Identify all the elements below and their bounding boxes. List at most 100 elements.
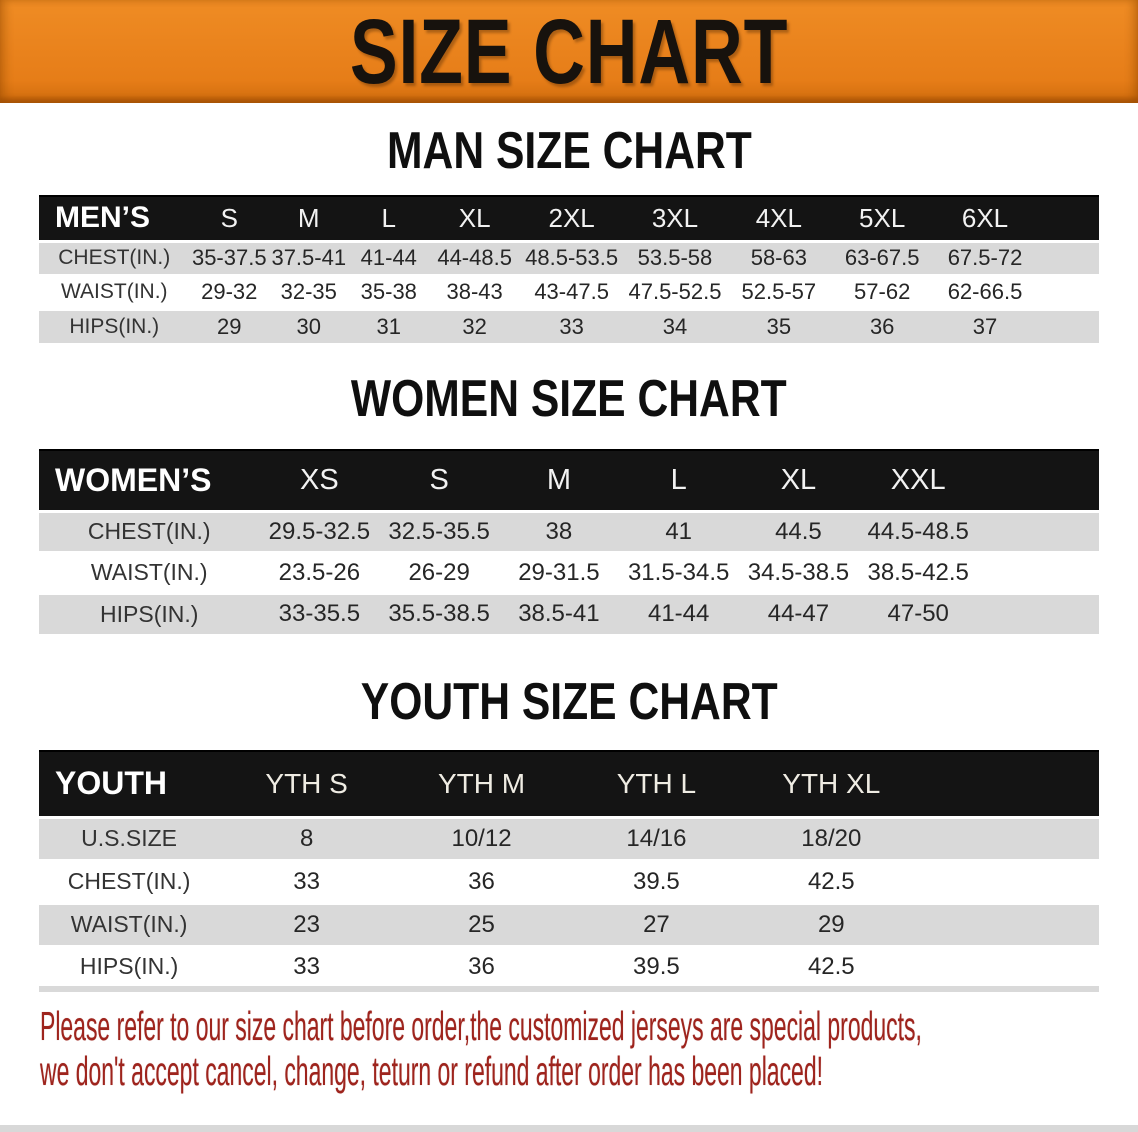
size-column-header: XXL [858, 449, 979, 511]
measurement-row: CHEST(IN.) 33 36 39.5 42.5 [39, 860, 1099, 903]
men-section-heading-text: MAN SIZE CHART [386, 122, 752, 180]
size-column-header: 2XL [520, 195, 624, 241]
men-size-table: MEN’S S M L XL 2XL 3XL 4XL 5XL 6XL CHEST(IN.) 35-37… [39, 195, 1099, 343]
size-value-cell: 29 [817, 910, 845, 938]
spacer-cell [1036, 195, 1099, 241]
size-value-cell: 25 [468, 910, 495, 938]
size-value-cell: 33 [293, 952, 320, 980]
size-column-header: L [348, 195, 430, 241]
size-column-header: YTH S [219, 750, 395, 817]
measurement-row: CHEST(IN.) 35-37.5 37.5-41 41-44 44-48.5 48.5… [39, 241, 1099, 275]
size-value-cell: 36 [468, 952, 495, 980]
measurement-row: HIPS(IN.) 33 36 39.5 42.5 [39, 946, 1099, 989]
measurement-row: HIPS(IN.) 29 30 31 32 33 34 35 36 37 [39, 309, 1099, 343]
size-value-cell: 41 [665, 517, 693, 545]
size-value-cell: 35 [766, 313, 792, 339]
size-value-cell: 38.5-42.5 [867, 558, 969, 586]
size-value-cell: 48.5-53.5 [525, 245, 619, 270]
size-value-cell: 30 [296, 313, 321, 339]
spacer-cell [1036, 309, 1099, 343]
spacer-cell [919, 946, 1099, 989]
size-value-cell: 44.5-48.5 [867, 517, 969, 545]
measurement-row: WAIST(IN.) 23.5-26 26-29 29-31.5 31.5-34.5 34… [39, 552, 1099, 593]
size-value-cell: 23 [293, 910, 320, 938]
row-label: CHEST(IN.) [67, 868, 191, 894]
row-label: WAIST(IN.) [90, 559, 208, 585]
size-column-header: S [189, 195, 270, 241]
men-header-row: MEN’S S M L XL 2XL 3XL 4XL 5XL 6XL [39, 195, 1099, 241]
size-value-cell: 43-47.5 [534, 279, 609, 304]
size-value-cell: 33-35.5 [278, 600, 361, 628]
size-value-cell: 34.5-38.5 [747, 558, 850, 586]
size-value-cell: 14/16 [626, 824, 687, 852]
men-section-heading: MAN SIZE CHART [0, 103, 1138, 177]
row-label: HIPS(IN.) [100, 600, 199, 627]
size-value-cell: 38.5-41 [518, 600, 600, 628]
size-value-cell: 36 [468, 867, 495, 895]
measurement-row: WAIST(IN.) 23 25 27 29 [39, 903, 1099, 946]
spacer-cell [919, 860, 1099, 903]
spacer-cell [978, 511, 1099, 552]
size-value-cell: 44.5 [775, 517, 822, 545]
spacer-cell [978, 449, 1099, 511]
youth-section-heading: YOUTH SIZE CHART [0, 634, 1138, 728]
size-column-header: L [618, 449, 739, 511]
size-value-cell: 39.5 [633, 952, 680, 980]
size-value-cell: 58-63 [750, 245, 807, 270]
size-value-cell: 63-67.5 [844, 245, 920, 270]
size-column-header: S [379, 449, 500, 511]
size-value-cell: 37.5-41 [271, 245, 347, 270]
size-column-header: YTH M [394, 750, 569, 817]
size-value-cell: 44-47 [767, 600, 830, 628]
size-value-cell: 57-62 [854, 279, 911, 304]
row-label: WAIST(IN.) [70, 911, 188, 937]
youth-group-label: YOUTH [39, 750, 220, 817]
size-value-cell: 10/12 [451, 824, 512, 852]
spacer-cell [918, 750, 1099, 817]
women-header-row: WOMEN’S XS S M L XL XXL [39, 449, 1099, 511]
women-group-label: WOMEN’S [39, 449, 260, 511]
youth-header-row: YOUTH YTH S YTH M YTH L YTH XL [39, 750, 1099, 817]
size-value-cell: 38-43 [446, 279, 503, 304]
size-value-cell: 47.5-52.5 [628, 279, 722, 304]
size-column-header: YTH L [568, 750, 744, 817]
banner-title: SIZE CHART [349, 0, 789, 103]
size-value-cell: 42.5 [807, 867, 855, 895]
spacer-cell [919, 903, 1099, 946]
size-column-header: M [499, 449, 619, 511]
row-label: HIPS(IN.) [79, 953, 179, 980]
row-label: U.S.SIZE [81, 825, 178, 851]
size-column-header: XS [259, 449, 380, 511]
bottom-divider [0, 1125, 1138, 1132]
size-value-cell: 33 [559, 313, 584, 339]
size-value-cell: 29 [217, 313, 242, 339]
size-value-cell: 29.5-32.5 [268, 517, 371, 545]
size-value-cell: 36 [869, 313, 895, 339]
size-value-cell: 39.5 [633, 867, 680, 895]
size-chart-banner: SIZE CHART [0, 0, 1138, 103]
size-value-cell: 35-37.5 [191, 245, 267, 270]
size-value-cell: 47-50 [887, 600, 949, 628]
size-column-header: YTH XL [743, 750, 919, 817]
size-column-header: 5XL [830, 195, 934, 241]
size-value-cell: 18/20 [801, 824, 862, 852]
women-section-heading: WOMEN SIZE CHART [0, 343, 1138, 425]
size-column-header: XL [429, 195, 521, 241]
spacer-cell [919, 817, 1099, 860]
size-value-cell: 52.5-57 [741, 279, 817, 304]
size-column-header: 3XL [623, 195, 727, 241]
women-section-heading-text: WOMEN SIZE CHART [351, 370, 787, 428]
women-size-table: WOMEN’S XS S M L XL XXL CHEST(IN.) 29.5-32.5 32.5… [39, 449, 1099, 634]
size-value-cell: 35-38 [360, 279, 417, 304]
size-value-cell: 44-48.5 [437, 245, 512, 270]
size-value-cell: 33 [293, 867, 320, 895]
size-value-cell: 41-44 [647, 600, 710, 628]
size-value-cell: 35.5-38.5 [388, 600, 490, 628]
size-value-cell: 31.5-34.5 [627, 558, 730, 586]
size-column-header: 4XL [726, 195, 831, 241]
size-value-cell: 29-31.5 [518, 558, 600, 586]
men-group-label: MEN’S [39, 195, 190, 241]
size-value-cell: 29-32 [201, 279, 258, 304]
size-value-cell: 62-66.5 [947, 279, 1023, 304]
youth-section-heading-text: YOUTH SIZE CHART [360, 673, 778, 731]
